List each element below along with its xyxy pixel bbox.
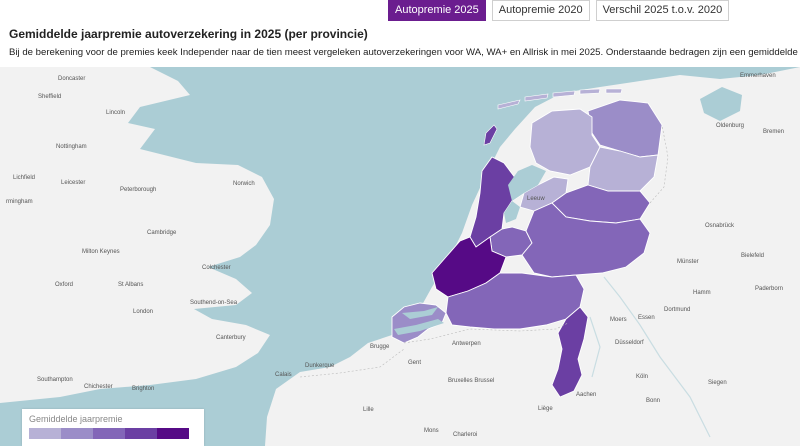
page-title: Gemiddelde jaarpremie autoverzekering in… [9, 27, 368, 41]
map-variant-tabs: Autopremie 2025 Autopremie 2020 Verschil… [388, 0, 730, 21]
legend-scale [29, 428, 189, 439]
markermeer [504, 201, 520, 223]
tab-verschil-2025-2020[interactable]: Verschil 2025 t.o.v. 2020 [595, 0, 730, 21]
city-label: Doncaster [58, 76, 85, 82]
city-label: Charleroi [453, 432, 477, 438]
province-friesland[interactable] [529, 108, 601, 176]
city-label: Milton Keynes [82, 249, 120, 255]
city-label: Dortmund [664, 307, 690, 313]
city-label: Lincoln [106, 110, 125, 116]
city-label: Peterborough [120, 187, 156, 193]
city-label: Nottingham [56, 144, 87, 150]
wadden-islands [497, 88, 623, 110]
city-label: Sheffield [38, 94, 61, 100]
england-landmass [0, 67, 274, 403]
province-noord-holland[interactable] [469, 156, 525, 248]
legend-swatch-2 [61, 428, 93, 439]
city-label: Paderborn [755, 286, 783, 292]
legend-swatch-3 [93, 428, 125, 439]
city-label: Mons [424, 428, 439, 434]
city-label: Lille [363, 407, 374, 413]
city-label: Aachen [576, 392, 596, 398]
city-label: Moers [610, 317, 627, 323]
city-label: Lichfield [13, 175, 35, 181]
map-legend: Gemiddelde jaarpremie [22, 409, 204, 446]
city-label: Colchester [202, 265, 231, 271]
city-label: Southend-on-Sea [190, 300, 238, 306]
city-label: rmingham [6, 199, 33, 205]
page-subtitle: Bij de berekening voor de premies keek I… [9, 47, 799, 58]
city-label: Bonn [646, 398, 660, 404]
oosterschelde [402, 307, 438, 319]
westerschelde [394, 319, 444, 335]
city-label: Hamm [693, 290, 711, 296]
city-label: Calais [275, 372, 292, 378]
city-label: Canterbury [216, 335, 246, 341]
city-label: Cambridge [147, 230, 177, 236]
city-label: Chichester [84, 384, 113, 390]
legend-swatch-5 [157, 428, 189, 439]
tab-autopremie-2020[interactable]: Autopremie 2020 [491, 0, 590, 21]
jade-bay [700, 87, 742, 121]
city-label: Oxford [55, 282, 73, 288]
city-label: Bremen [763, 129, 784, 135]
city-label: Gent [408, 360, 421, 366]
city-label: Osnabrück [705, 223, 735, 229]
city-labels: Emmerhaven Doncaster Sheffield Lincoln N… [6, 73, 784, 438]
map-svg[interactable]: Emmerhaven Doncaster Sheffield Lincoln N… [0, 67, 800, 446]
province-noord-brabant[interactable] [445, 272, 585, 330]
city-label: Norwich [233, 181, 255, 187]
city-label: Bruxelles Brussel [448, 378, 494, 384]
city-label: Leeuw [527, 196, 545, 202]
texel-island [483, 124, 498, 146]
legend-swatch-4 [125, 428, 157, 439]
map-panel[interactable]: Emmerhaven Doncaster Sheffield Lincoln N… [0, 67, 800, 446]
city-label: Bielefeld [741, 253, 764, 259]
ijsselmeer [508, 165, 546, 201]
city-label: Southampton [37, 377, 73, 383]
city-label: Emmerhaven [740, 73, 776, 79]
city-label: Düsseldorf [615, 340, 644, 346]
city-label: St Albans [118, 282, 143, 288]
city-label: Liège [538, 406, 553, 412]
city-label: Dunkerque [305, 363, 335, 369]
city-label: Brugge [370, 344, 390, 350]
rivers [589, 276, 711, 438]
tab-autopremie-2025[interactable]: Autopremie 2025 [388, 0, 486, 21]
city-label: Antwerpen [452, 341, 481, 347]
city-label: Brighton [132, 386, 154, 392]
city-label: Münster [677, 259, 699, 265]
legend-swatch-1 [29, 428, 61, 439]
legend-title: Gemiddelde jaarpremie [29, 414, 123, 424]
city-label: Köln [636, 374, 648, 380]
city-label: Essen [638, 315, 655, 321]
province-limburg[interactable] [551, 306, 589, 398]
city-label: London [133, 309, 153, 315]
city-label: Siegen [708, 380, 727, 386]
provinces [391, 99, 663, 398]
province-gelderland[interactable] [521, 202, 651, 278]
city-label: Leicester [61, 180, 85, 186]
city-label: Oldenburg [716, 123, 744, 129]
country-borders [299, 124, 669, 378]
